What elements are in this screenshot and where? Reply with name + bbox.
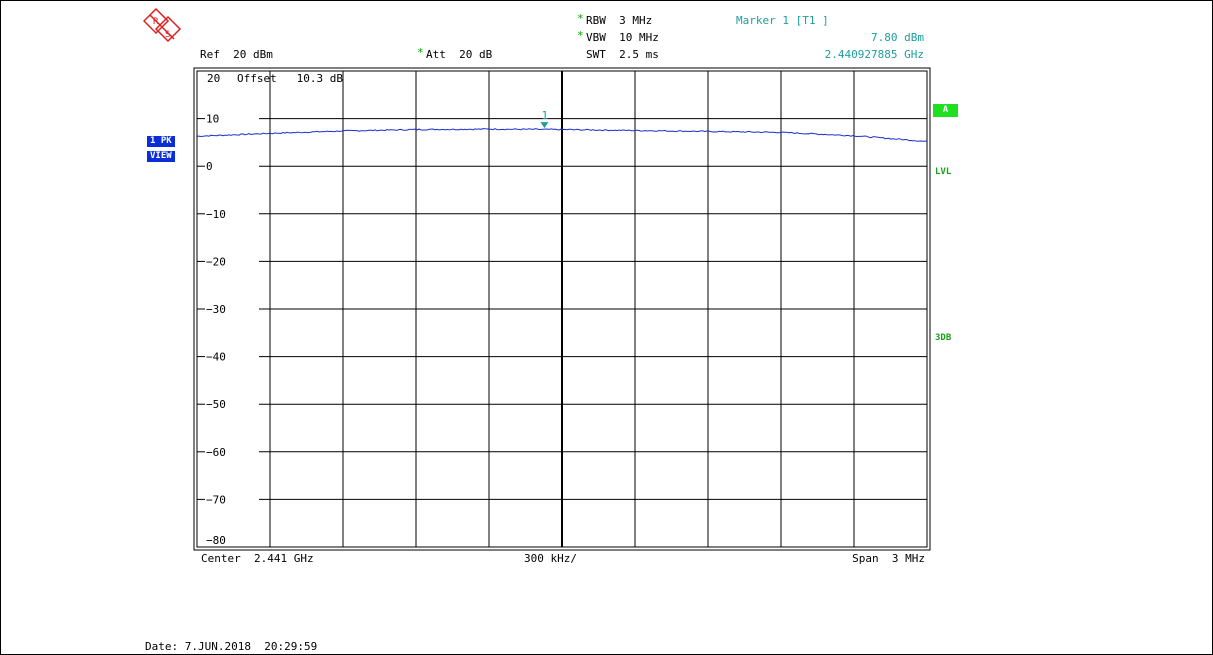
y-tick-label: −70 xyxy=(206,493,226,506)
marker-1: 1 xyxy=(540,109,549,129)
marker-frequency: 2.440927885 GHz xyxy=(824,48,924,61)
y-tick-label: −10 xyxy=(206,208,226,221)
y-tick-label: −20 xyxy=(206,255,226,268)
frequency-per-div: 300 kHz/ xyxy=(524,552,577,565)
series-trace xyxy=(196,128,928,142)
y-tick-label: −50 xyxy=(206,398,226,411)
y-tick-label: 0 xyxy=(206,160,213,173)
grid xyxy=(197,71,927,547)
logo-letter-s: S xyxy=(165,30,170,40)
marker-title: Marker 1 [T1 ] xyxy=(736,14,829,27)
rbw: RBW 3 MHz xyxy=(586,14,653,27)
trace-mode-badge: 1 PK xyxy=(147,136,175,147)
3db-indicator: 3DB xyxy=(935,333,952,343)
attenuation: Att 20 dB xyxy=(426,48,493,61)
trace-view-badge: VIEW xyxy=(147,151,175,162)
span: Span 3 MHz xyxy=(852,552,925,565)
y-tick-label: 10 xyxy=(206,113,219,126)
marker-triangle xyxy=(540,122,549,129)
vbw: VBW 10 MHz xyxy=(586,31,659,44)
y-tick-label: −60 xyxy=(206,446,226,459)
marker-level: 7.80 dBm xyxy=(871,31,924,44)
outer-border xyxy=(193,67,931,551)
date-stamp: Date: 7.JUN.2018 20:29:59 xyxy=(145,640,318,653)
offset-label: Offset 10.3 dB xyxy=(237,72,343,85)
sweep-time: SWT 2.5 ms xyxy=(586,48,659,61)
logo-letter-r: R xyxy=(153,17,159,27)
marker-label: 1 xyxy=(541,109,548,122)
spectrum-plot: 10 0 −10 −20 −30 −40 −50 −60 −70 −80 20 Offset 10… xyxy=(193,67,931,551)
y-tick-label: −30 xyxy=(206,303,226,316)
vbw-star: * xyxy=(577,29,584,42)
center-frequency: Center 2.441 GHz xyxy=(201,552,314,565)
y-tick-label: −80 xyxy=(206,534,226,547)
ref-label: 20 xyxy=(207,72,220,85)
att-star: * xyxy=(417,46,424,59)
y-tick-label: −40 xyxy=(206,351,226,364)
rbw-star: * xyxy=(577,12,584,25)
lvl-indicator: LVL xyxy=(935,167,952,177)
rs-logo: R S xyxy=(143,8,182,42)
trace-a-indicator: A xyxy=(933,104,958,117)
y-tick-labels: 10 0 −10 −20 −30 −40 −50 −60 −70 −80 xyxy=(206,113,226,547)
ref-level: Ref 20 dBm xyxy=(200,48,273,61)
